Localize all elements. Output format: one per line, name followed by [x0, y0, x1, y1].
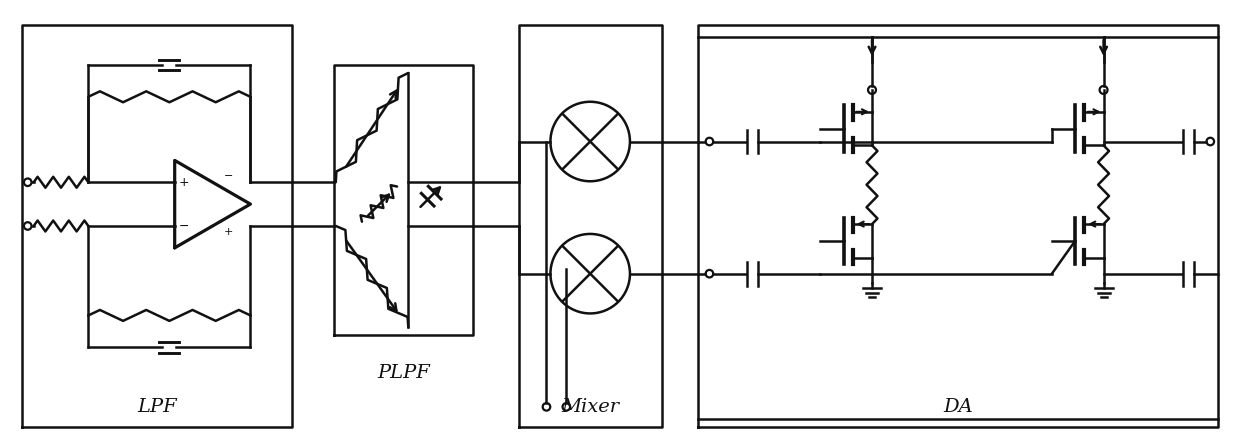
Text: −: −: [224, 171, 233, 181]
Text: DA: DA: [942, 398, 972, 416]
Text: +: +: [179, 176, 188, 189]
Text: +: +: [224, 227, 233, 237]
Text: PLPF: PLPF: [377, 364, 430, 382]
Text: LPF: LPF: [138, 398, 177, 416]
Text: Mixer: Mixer: [562, 398, 619, 416]
Text: −: −: [179, 219, 188, 232]
